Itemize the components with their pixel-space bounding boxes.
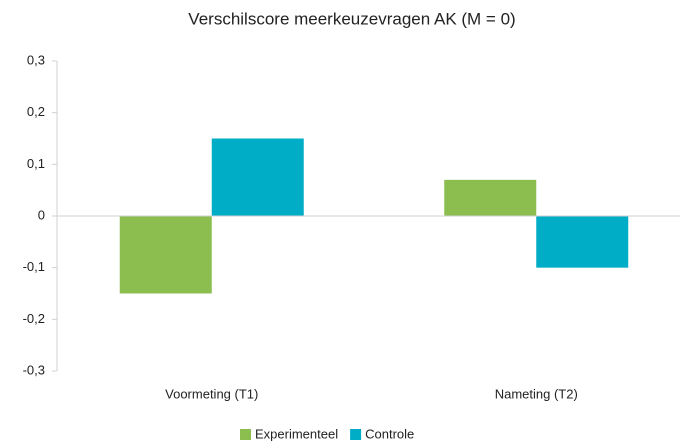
y-tick-label: 0,3 bbox=[27, 52, 45, 67]
bar bbox=[119, 216, 212, 294]
y-tick-label: -0,1 bbox=[23, 259, 45, 274]
chart-title: Verschilscore meerkeuzevragen AK (M = 0) bbox=[188, 9, 515, 28]
legend-label: Experimenteel bbox=[255, 426, 338, 441]
x-tick-label: Voormeting (T1) bbox=[165, 386, 258, 401]
x-tick-label: Nameting (T2) bbox=[495, 386, 578, 401]
legend-swatch bbox=[240, 429, 251, 440]
bar bbox=[211, 138, 304, 216]
y-tick-label: -0,3 bbox=[23, 362, 45, 377]
y-tick-label: -0,2 bbox=[23, 311, 45, 326]
bar bbox=[536, 216, 629, 268]
legend-label: Controle bbox=[365, 426, 414, 441]
y-tick-label: 0,2 bbox=[27, 104, 45, 119]
y-tick-label: 0,1 bbox=[27, 156, 45, 171]
legend-swatch bbox=[350, 429, 362, 440]
y-tick-label: 0 bbox=[38, 207, 45, 222]
bar bbox=[444, 179, 537, 216]
